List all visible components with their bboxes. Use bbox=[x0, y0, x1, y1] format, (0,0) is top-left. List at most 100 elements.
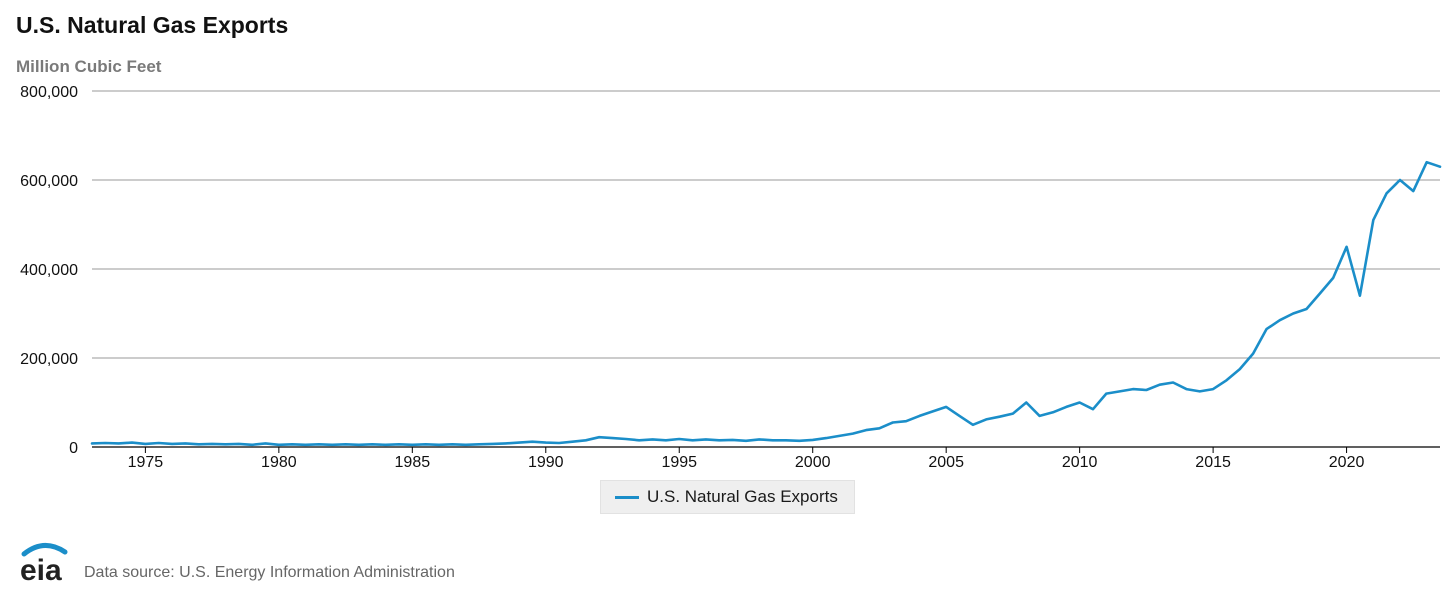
data-point bbox=[1319, 292, 1321, 295]
x-tick-label: 2010 bbox=[1062, 454, 1098, 471]
data-point bbox=[891, 421, 894, 424]
data-point bbox=[518, 441, 520, 444]
data-point bbox=[945, 406, 948, 408]
data-point bbox=[1118, 390, 1121, 393]
data-point bbox=[1052, 411, 1054, 414]
data-point bbox=[731, 439, 734, 441]
y-tick-label: 200,000 bbox=[20, 351, 78, 368]
series-line-natural-gas-exports bbox=[90, 160, 1442, 447]
x-tick-label: 2015 bbox=[1195, 454, 1231, 471]
data-point bbox=[184, 442, 187, 445]
data-point bbox=[531, 440, 534, 443]
data-point bbox=[985, 418, 988, 421]
data-point bbox=[1132, 388, 1134, 390]
data-point bbox=[1345, 245, 1348, 248]
data-point bbox=[865, 429, 867, 431]
legend[interactable]: U.S. Natural Gas Exports bbox=[600, 480, 855, 514]
data-point bbox=[438, 443, 440, 446]
data-point bbox=[1212, 388, 1214, 390]
y-axis-unit-label: Million Cubic Feet bbox=[16, 57, 162, 76]
data-point bbox=[851, 432, 854, 435]
data-point bbox=[1105, 392, 1108, 395]
x-tick-label: 1980 bbox=[261, 454, 297, 471]
data-point bbox=[1425, 161, 1428, 164]
data-point bbox=[1172, 381, 1174, 384]
data-point bbox=[1198, 390, 1201, 393]
legend-swatch bbox=[615, 495, 639, 499]
data-point bbox=[691, 439, 694, 442]
data-point bbox=[918, 415, 921, 417]
data-point bbox=[598, 436, 601, 439]
x-tick-label: 1985 bbox=[395, 454, 431, 471]
data-point bbox=[171, 443, 174, 445]
data-point bbox=[237, 443, 240, 445]
data-point bbox=[1025, 401, 1028, 404]
data-point bbox=[1252, 352, 1254, 355]
data-point bbox=[878, 427, 881, 430]
data-point bbox=[1332, 277, 1335, 279]
data-point bbox=[1278, 319, 1281, 322]
y-tick-label: 600,000 bbox=[20, 173, 78, 190]
data-point bbox=[344, 443, 347, 446]
data-point bbox=[104, 442, 107, 444]
data-point bbox=[718, 439, 721, 442]
data-point bbox=[1158, 383, 1161, 386]
data-point bbox=[451, 443, 454, 446]
data-point bbox=[278, 443, 280, 446]
data-point bbox=[1185, 388, 1188, 390]
data-point bbox=[1092, 408, 1094, 411]
data-point bbox=[1078, 401, 1081, 404]
data-point bbox=[117, 442, 120, 445]
data-point bbox=[665, 439, 667, 442]
data-point bbox=[558, 442, 560, 444]
data-point bbox=[1065, 406, 1068, 408]
data-point bbox=[331, 443, 334, 446]
x-tick-label: 2000 bbox=[795, 454, 831, 471]
data-point bbox=[931, 410, 934, 413]
data-point bbox=[1038, 415, 1041, 417]
data-point bbox=[811, 439, 814, 441]
legend-label: U.S. Natural Gas Exports bbox=[647, 487, 838, 506]
data-point bbox=[411, 443, 414, 446]
x-tick-label: 2020 bbox=[1329, 454, 1365, 471]
data-point bbox=[211, 443, 214, 445]
data-point bbox=[157, 442, 160, 444]
data-point bbox=[464, 443, 467, 446]
data-point bbox=[1012, 412, 1014, 415]
data-source-note: Data source: U.S. Energy Information Adm… bbox=[84, 564, 455, 581]
data-point bbox=[1265, 328, 1268, 330]
data-point bbox=[131, 441, 133, 444]
data-point bbox=[491, 443, 494, 445]
data-point bbox=[478, 443, 480, 446]
y-tick-label: 400,000 bbox=[20, 262, 78, 279]
data-point bbox=[905, 420, 907, 423]
data-point bbox=[358, 443, 360, 446]
data-point bbox=[384, 443, 387, 446]
data-point bbox=[571, 440, 574, 443]
data-point bbox=[611, 437, 614, 439]
data-point bbox=[771, 439, 774, 442]
data-point bbox=[371, 443, 374, 446]
data-point bbox=[264, 442, 267, 445]
data-point bbox=[144, 443, 147, 445]
x-tick-label: 1990 bbox=[528, 454, 564, 471]
data-point bbox=[398, 443, 400, 446]
data-point bbox=[1225, 379, 1228, 382]
y-tick-label: 0 bbox=[69, 440, 78, 457]
data-point bbox=[1305, 308, 1308, 310]
data-point bbox=[197, 443, 200, 446]
data-point bbox=[304, 443, 307, 446]
data-point bbox=[638, 439, 641, 442]
x-tick-label: 1975 bbox=[128, 454, 164, 471]
data-point bbox=[998, 415, 1001, 418]
data-point bbox=[291, 443, 294, 446]
data-point bbox=[1292, 312, 1295, 315]
data-point bbox=[424, 443, 427, 446]
data-point bbox=[972, 423, 974, 426]
data-point bbox=[705, 438, 707, 441]
data-point bbox=[91, 442, 93, 445]
y-tick-label: 800,000 bbox=[20, 84, 78, 101]
data-point bbox=[798, 439, 801, 442]
data-point bbox=[1399, 179, 1401, 181]
